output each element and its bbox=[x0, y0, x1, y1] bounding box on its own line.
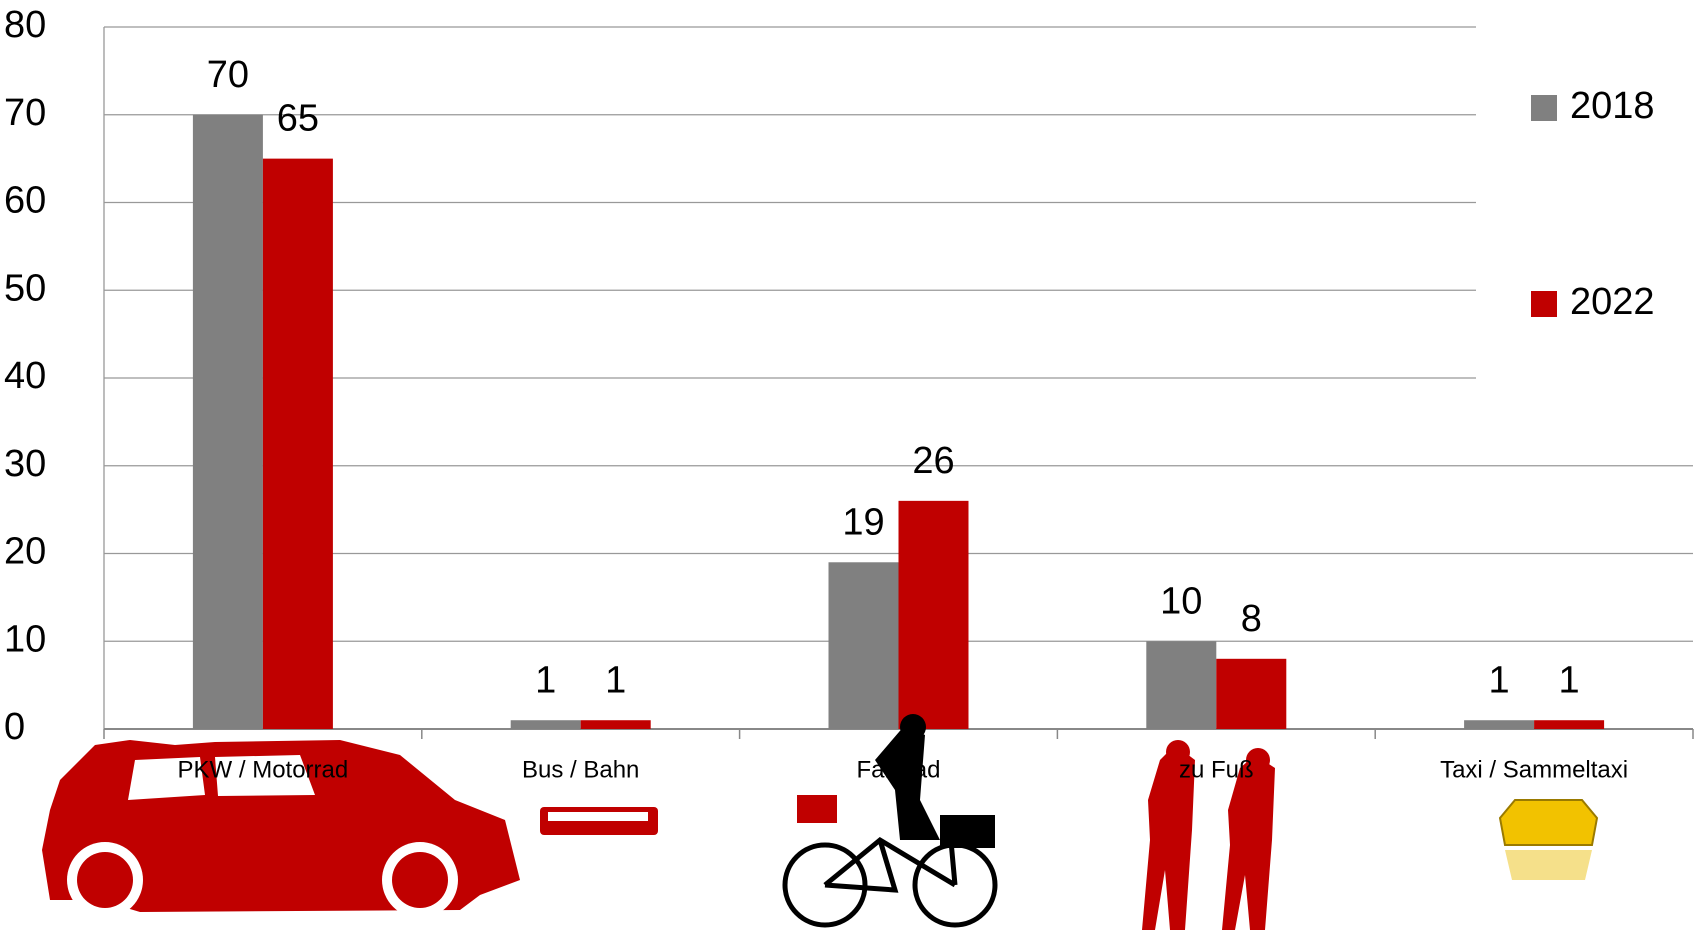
value-label: 19 bbox=[842, 501, 884, 543]
x-tick-label: Taxi / Sammeltaxi bbox=[1440, 756, 1628, 783]
cyclist-head bbox=[900, 714, 926, 740]
bar bbox=[581, 720, 651, 729]
x-tick-label: Bus / Bahn bbox=[522, 756, 639, 783]
y-tick-label: 30 bbox=[4, 443, 46, 485]
legend-swatch bbox=[1531, 95, 1557, 121]
value-label: 26 bbox=[912, 440, 954, 482]
bar bbox=[193, 115, 263, 729]
bar bbox=[511, 720, 581, 729]
bag-icon bbox=[797, 795, 837, 823]
bag-icon bbox=[940, 815, 995, 848]
y-tick-label: 40 bbox=[4, 355, 46, 397]
bar bbox=[1216, 659, 1286, 729]
y-tick-label: 0 bbox=[4, 706, 25, 748]
icons bbox=[42, 714, 1597, 930]
legend-bg bbox=[1476, 10, 1696, 380]
value-label: 10 bbox=[1160, 580, 1202, 622]
y-tick-label: 70 bbox=[4, 92, 46, 134]
x-tick-label: PKW / Motorrad bbox=[178, 756, 349, 783]
value-label: 1 bbox=[1559, 659, 1580, 701]
y-tick-label: 60 bbox=[4, 180, 46, 222]
legend-label: 2022 bbox=[1570, 281, 1655, 323]
value-label: 1 bbox=[605, 659, 626, 701]
taxi-reflection bbox=[1505, 850, 1592, 880]
bar bbox=[1146, 641, 1216, 729]
car-wheel bbox=[392, 852, 448, 908]
value-label: 1 bbox=[535, 659, 556, 701]
value-label: 1 bbox=[1489, 659, 1510, 701]
legend-label: 2018 bbox=[1570, 85, 1655, 127]
bar bbox=[899, 501, 969, 729]
y-tick-label: 80 bbox=[4, 4, 46, 46]
legend-swatch bbox=[1531, 291, 1557, 317]
value-label: 65 bbox=[277, 98, 319, 140]
x-tick-label: zu Fuß bbox=[1179, 756, 1254, 783]
value-label: 8 bbox=[1241, 598, 1262, 640]
bus-window bbox=[548, 812, 648, 821]
y-tick-label: 10 bbox=[4, 618, 46, 660]
car-wheel bbox=[77, 852, 133, 908]
bar bbox=[263, 159, 333, 729]
y-tick-label: 20 bbox=[4, 531, 46, 573]
chart: 0 10 20 30 40 50 60 70 80 70 1 19 10 1 65 1 26 8 1 PKW / M… bbox=[0, 0, 1696, 930]
taxi-icon bbox=[1500, 800, 1597, 845]
value-label: 70 bbox=[207, 54, 249, 96]
bar bbox=[1464, 720, 1534, 729]
bar bbox=[1534, 720, 1604, 729]
y-tick-label: 50 bbox=[4, 267, 46, 309]
bar bbox=[829, 562, 899, 729]
x-tick-label: Fahrrad bbox=[856, 756, 940, 783]
